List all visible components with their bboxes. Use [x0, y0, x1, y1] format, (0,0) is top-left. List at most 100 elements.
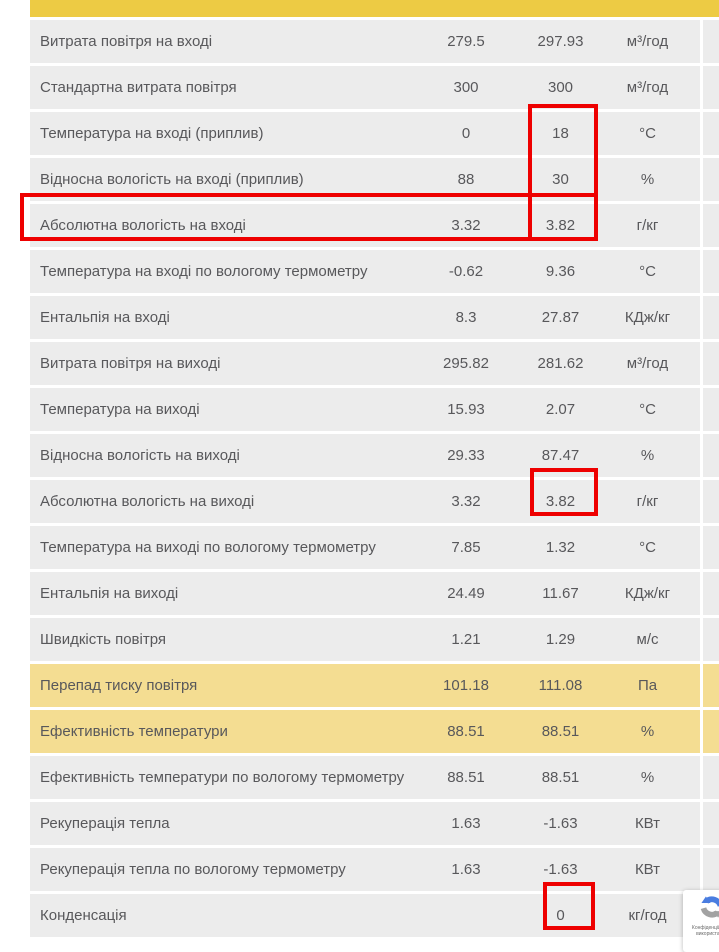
row-fragment: [703, 480, 719, 523]
row-unit: °C: [639, 401, 656, 418]
row-fragment: [703, 204, 719, 247]
table-row: Ефективність температури 88.51 88.51 %: [30, 710, 719, 753]
row-value-2: 27.87: [541, 309, 580, 326]
row-value-2: 1.29: [545, 631, 576, 648]
row-value-1: 1.21: [451, 631, 481, 648]
row-label: Ентальпія на виході: [40, 585, 179, 602]
row-label: Абсолютна вологість на виході: [40, 493, 255, 510]
table-row-band: Температура на виході 15.93 2.07 °C: [30, 388, 700, 431]
row-label: Ентальпія на вході: [40, 309, 170, 326]
row-fragment: [703, 66, 719, 109]
row-value-1: 295.82: [443, 355, 489, 372]
row-fragment: [703, 848, 719, 891]
row-label: Рекуперація тепла по вологому термометру: [40, 861, 346, 878]
row-value-2: -1.63: [543, 861, 578, 878]
table-row: Температура на виході по вологому термом…: [30, 526, 719, 569]
row-label: Ефективність температури по вологому тер…: [40, 769, 405, 786]
table-row: Витрата повітря на виході 295.82 281.62 …: [30, 342, 719, 385]
table-body: Витрата повітря на вході 279.5 297.93 м³…: [30, 20, 719, 940]
row-value-1: -0.62: [448, 263, 484, 280]
row-fragment: [703, 296, 719, 339]
row-value-2: 0: [556, 907, 565, 924]
row-value-1: 88.51: [447, 723, 485, 740]
row-unit: г/кг: [636, 217, 659, 234]
row-value-1: 24.49: [447, 585, 485, 602]
row-fragment: [703, 20, 719, 63]
table-row-band: Перепад тиску повітря 101.18 111.08 Па: [30, 664, 700, 707]
row-label: Відносна вологість на вході (приплив): [40, 171, 304, 188]
row-unit: %: [640, 723, 655, 740]
row-value-1: 15.93: [447, 401, 485, 418]
row-unit: КДж/кг: [624, 309, 671, 326]
table-row: Температура на вході (приплив) 0 18 °C: [30, 112, 719, 155]
table-row-band: Рекуперація тепла по вологому термометру…: [30, 848, 700, 891]
recaptcha-terms-link[interactable]: використання: [696, 931, 719, 937]
row-value-2: 1.32: [545, 539, 576, 556]
row-unit: м/с: [636, 631, 659, 648]
row-value-1: 101.18: [443, 677, 489, 694]
row-label: Абсолютна вологість на вході: [40, 217, 246, 234]
row-value-2: 3.82: [545, 217, 576, 234]
table-row: Температура на вході по вологому термоме…: [30, 250, 719, 293]
row-value-2: 2.07: [545, 401, 576, 418]
row-value-2: 11.67: [542, 585, 579, 602]
row-value-2: 88.51: [541, 723, 580, 740]
row-fragment: [703, 618, 719, 661]
recaptcha-privacy-link[interactable]: Конфіденційність: [691, 925, 719, 931]
table-row: Ентальпія на виході 24.49 11.67 КДж/кг: [30, 572, 719, 615]
row-fragment: [703, 710, 719, 753]
row-value-1: 8.3: [455, 309, 477, 326]
row-value-1: [420, 906, 512, 937]
table-row-band: Конденсація 0 кг/год: [30, 894, 700, 937]
row-label: Витрата повітря на вході: [40, 33, 213, 50]
row-value-1: 279.5: [447, 33, 485, 50]
table-row: Рекуперація тепла 1.63 -1.63 КВт: [30, 802, 719, 845]
table-row-band: Ефективність температури 88.51 88.51 %: [30, 710, 700, 753]
table-row-band: Витрата повітря на виході 295.82 281.62 …: [30, 342, 700, 385]
table-row-band: Абсолютна вологість на вході 3.32 3.82 г…: [30, 204, 700, 247]
table-row: Стандартна витрата повітря 300 300 м³/го…: [30, 66, 719, 109]
table-row: Абсолютна вологість на вході 3.32 3.82 г…: [30, 204, 719, 247]
row-value-2: 30: [552, 171, 569, 188]
table-row-band: Стандартна витрата повітря 300 300 м³/го…: [30, 66, 700, 109]
table-row: Ентальпія на вході 8.3 27.87 КДж/кг: [30, 296, 719, 339]
row-fragment: [703, 250, 719, 293]
table-row: Рекуперація тепла по вологому термометру…: [30, 848, 719, 891]
row-label: Стандартна витрата повітря: [40, 79, 237, 96]
table-row-band: Витрата повітря на вході 279.5 297.93 м³…: [30, 20, 700, 63]
table-row-band: Температура на виході по вологому термом…: [30, 526, 700, 569]
row-value-2: 18: [552, 125, 569, 142]
row-label: Температура на вході (приплив): [40, 125, 264, 142]
table-row: Конденсація 0 кг/год: [30, 894, 719, 937]
table-row-band: Ефективність температури по вологому тер…: [30, 756, 700, 799]
row-value-1: 1.63: [451, 861, 481, 878]
row-unit: %: [640, 769, 655, 786]
row-fragment: [703, 664, 719, 707]
row-label: Температура на вході по вологому термоме…: [40, 263, 368, 280]
row-label: Конденсація: [40, 907, 127, 924]
table-row: Абсолютна вологість на виході 3.32 3.82 …: [30, 480, 719, 523]
row-fragment: [703, 526, 719, 569]
row-value-1: 88: [457, 171, 475, 188]
row-fragment: [703, 388, 719, 431]
row-label: Рекуперація тепла: [40, 815, 170, 832]
table-row-band: Температура на вході (приплив) 0 18 °C: [30, 112, 700, 155]
row-value-2: 88.51: [541, 769, 580, 786]
row-label: Швидкість повітря: [40, 631, 167, 648]
table-row-band: Температура на вході по вологому термоме…: [30, 250, 700, 293]
row-label: Ефективність температури: [40, 723, 228, 740]
row-value-1: 0: [461, 125, 471, 142]
row-unit: г/кг: [636, 493, 659, 510]
table-row-band: Рекуперація тепла 1.63 -1.63 КВт: [30, 802, 700, 845]
row-value-1: 300: [453, 79, 479, 96]
recaptcha-icon: [700, 896, 719, 918]
recaptcha-badge[interactable]: Конфіденційність використання: [683, 890, 719, 952]
row-unit: Па: [637, 677, 658, 694]
table-row-band: Швидкість повітря 1.21 1.29 м/с: [30, 618, 700, 661]
row-fragment: [703, 158, 719, 201]
row-value-2: 9.36: [545, 263, 576, 280]
row-value-2: 3.82: [545, 493, 576, 510]
row-unit: м³/год: [626, 355, 669, 372]
row-value-1: 29.33: [447, 447, 485, 464]
row-fragment: [703, 802, 719, 845]
